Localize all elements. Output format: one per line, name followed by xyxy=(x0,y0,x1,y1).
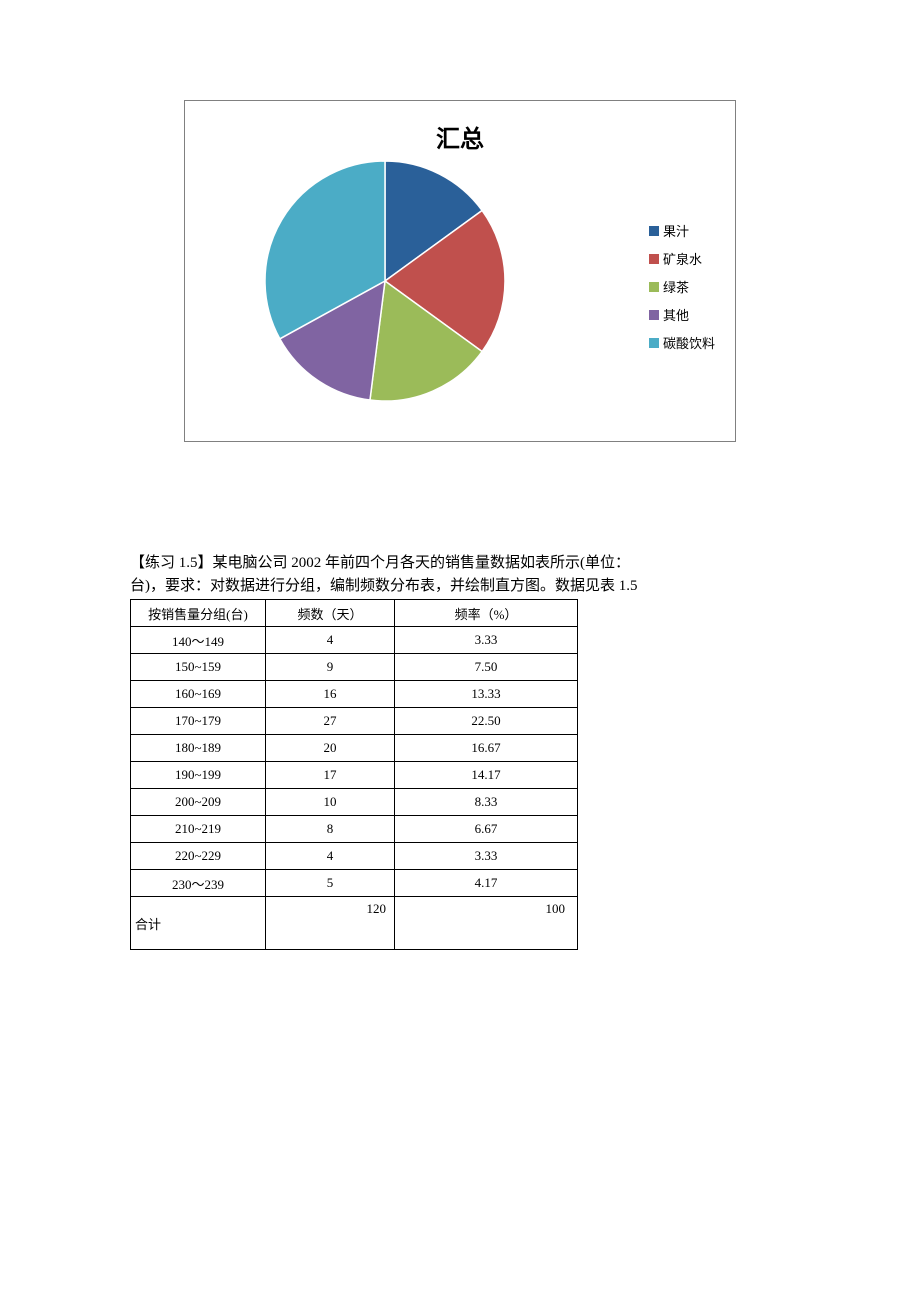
table-cell: 4 xyxy=(266,627,395,654)
table-row: 150~15997.50 xyxy=(131,654,578,681)
legend-label: 绿茶 xyxy=(663,277,689,296)
table-cell: 5 xyxy=(266,870,395,897)
table-cell: 220~229 xyxy=(131,843,266,870)
table-cell: 17 xyxy=(266,762,395,789)
table-cell: 13.33 xyxy=(395,681,578,708)
exercise-line-1: 【练习 1.5】某电脑公司 2002 年前四个月各天的销售量数据如表所示(单位： xyxy=(130,555,630,571)
table-row: 210~21986.67 xyxy=(131,816,578,843)
pie-chart-canvas xyxy=(265,161,505,406)
table-cell: 10 xyxy=(266,789,395,816)
legend-label: 果汁 xyxy=(663,221,689,240)
exercise-text: 【练习 1.5】某电脑公司 2002 年前四个月各天的销售量数据如表所示(单位：… xyxy=(130,552,790,597)
legend-swatch xyxy=(649,254,659,264)
legend-item: 碳酸饮料 xyxy=(649,333,715,352)
legend-item: 矿泉水 xyxy=(649,249,715,268)
table-cell: 20 xyxy=(266,735,395,762)
table-row: 190~1991714.17 xyxy=(131,762,578,789)
legend-item: 果汁 xyxy=(649,221,715,240)
table-cell: 170~179 xyxy=(131,708,266,735)
table-cell: 150~159 xyxy=(131,654,266,681)
col-header-group: 按销售量分组(台) xyxy=(131,600,266,627)
legend-label: 矿泉水 xyxy=(663,249,702,268)
table-row: 180~1892016.67 xyxy=(131,735,578,762)
col-header-freq: 频数（天） xyxy=(266,600,395,627)
table-cell: 230～239 xyxy=(131,870,266,897)
table-cell: 140～149 xyxy=(131,627,266,654)
table-cell: 6.67 xyxy=(395,816,578,843)
table-row: 140～14943.33 xyxy=(131,627,578,654)
table-cell: 160~169 xyxy=(131,681,266,708)
pie-svg xyxy=(265,161,505,401)
document-page: 汇总 果汁矿泉水绿茶其他碳酸饮料 【练习 1.5】某电脑公司 2002 年前四个… xyxy=(0,0,920,1010)
table-cell: 3.33 xyxy=(395,627,578,654)
table-row: 230～23954.17 xyxy=(131,870,578,897)
pie-chart-container: 汇总 果汁矿泉水绿茶其他碳酸饮料 xyxy=(184,100,736,442)
table-cell: 14.17 xyxy=(395,762,578,789)
table-cell: 8 xyxy=(266,816,395,843)
table-cell: 8.33 xyxy=(395,789,578,816)
table-row: 160~1691613.33 xyxy=(131,681,578,708)
table-cell: 180~189 xyxy=(131,735,266,762)
table-cell: 16 xyxy=(266,681,395,708)
legend-label: 碳酸饮料 xyxy=(663,333,715,352)
table-cell: 190~199 xyxy=(131,762,266,789)
legend-swatch xyxy=(649,282,659,292)
table-header-row: 按销售量分组(台) 频数（天） 频率（%） xyxy=(131,600,578,627)
legend-item: 绿茶 xyxy=(649,277,715,296)
table-cell: 200~209 xyxy=(131,789,266,816)
table-cell: 合计 xyxy=(131,897,266,950)
table-cell: 7.50 xyxy=(395,654,578,681)
col-header-rate: 频率（%） xyxy=(395,600,578,627)
pie-legend: 果汁矿泉水绿茶其他碳酸饮料 xyxy=(649,221,715,361)
frequency-table: 按销售量分组(台) 频数（天） 频率（%） 140～14943.33150~15… xyxy=(130,599,578,950)
table-cell: 100 xyxy=(395,897,578,950)
legend-label: 其他 xyxy=(663,305,689,324)
table-cell: 9 xyxy=(266,654,395,681)
table-cell: 22.50 xyxy=(395,708,578,735)
table-cell: 16.67 xyxy=(395,735,578,762)
table-cell: 210~219 xyxy=(131,816,266,843)
table-cell: 4 xyxy=(266,843,395,870)
table-row: 220~22943.33 xyxy=(131,843,578,870)
pie-chart-title: 汇总 xyxy=(185,119,735,154)
legend-swatch xyxy=(649,338,659,348)
legend-swatch xyxy=(649,226,659,236)
legend-swatch xyxy=(649,310,659,320)
legend-item: 其他 xyxy=(649,305,715,324)
table-total-row: 合计120100 xyxy=(131,897,578,950)
table-cell: 27 xyxy=(266,708,395,735)
table-cell: 4.17 xyxy=(395,870,578,897)
table-cell: 120 xyxy=(266,897,395,950)
table-row: 200~209108.33 xyxy=(131,789,578,816)
exercise-line-2: 台)，要求：对数据进行分组，编制频数分布表，并绘制直方图。数据见表 1.5 xyxy=(130,578,638,594)
table-row: 170~1792722.50 xyxy=(131,708,578,735)
table-cell: 3.33 xyxy=(395,843,578,870)
